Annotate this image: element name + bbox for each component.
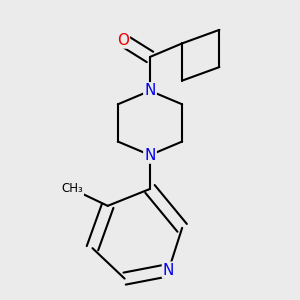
Text: CH₃: CH₃ — [61, 182, 83, 195]
Text: N: N — [144, 148, 156, 163]
Text: O: O — [117, 32, 129, 47]
Text: N: N — [163, 262, 174, 278]
Text: N: N — [144, 83, 156, 98]
